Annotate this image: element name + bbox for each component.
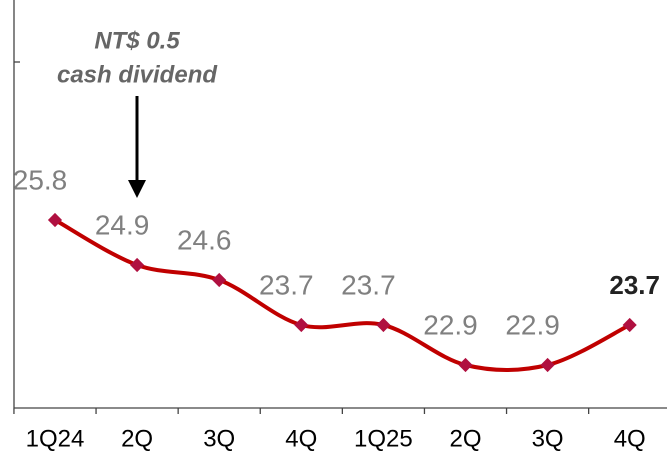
x-tick-label: 4Q <box>614 425 646 452</box>
data-label: 25.8 <box>13 164 68 195</box>
annotation: NT$ 0.5 <box>94 27 180 54</box>
marker <box>540 357 555 373</box>
annotation: cash dividend <box>57 61 218 88</box>
marker <box>622 317 637 333</box>
data-label: 23.7 <box>609 270 660 300</box>
data-label: 22.9 <box>423 309 478 340</box>
x-tick-label: 2Q <box>449 425 481 452</box>
x-tick-label: 3Q <box>203 425 235 452</box>
annotation-arrowhead <box>128 180 146 198</box>
data-label: 23.7 <box>259 269 314 300</box>
x-tick-label: 1Q24 <box>26 425 85 452</box>
x-tick-label: 4Q <box>285 425 317 452</box>
marker <box>212 272 227 288</box>
x-tick-label: 2Q <box>121 425 153 452</box>
data-label: 23.7 <box>341 269 396 300</box>
marker <box>294 317 309 333</box>
data-label: 22.9 <box>505 309 560 340</box>
x-tick-label: 3Q <box>532 425 564 452</box>
x-tick-label: 1Q25 <box>354 425 413 452</box>
data-label: 24.6 <box>177 224 232 255</box>
line <box>54 218 631 372</box>
marker <box>458 357 473 373</box>
marker <box>376 317 391 333</box>
data-label: 24.9 <box>95 209 150 240</box>
marker <box>130 257 145 273</box>
